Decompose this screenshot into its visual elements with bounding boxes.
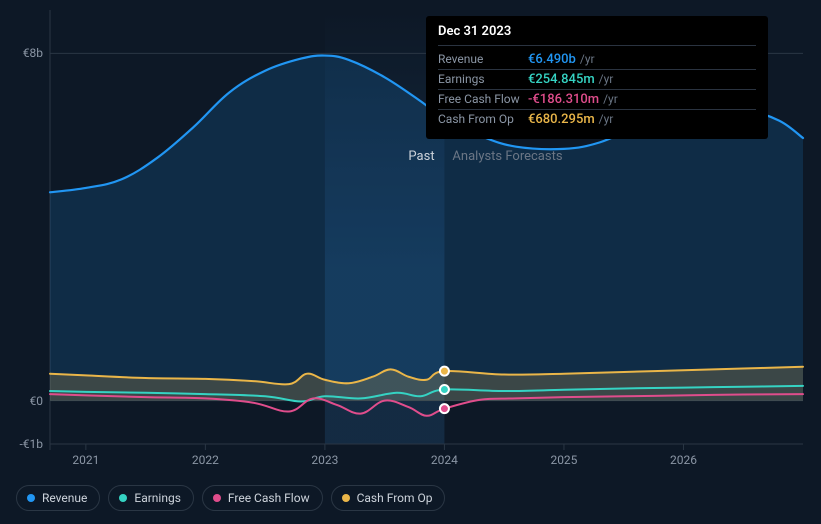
legend-dot-icon — [213, 494, 221, 502]
y-axis-tick: €0 — [30, 394, 44, 408]
free_cash_flow-marker — [440, 404, 449, 413]
tooltip-metric-label: Free Cash Flow — [438, 92, 528, 106]
tooltip-metric-label: Earnings — [438, 72, 528, 86]
chart-legend: Revenue Earnings Free Cash Flow Cash From O… — [16, 485, 445, 511]
tooltip-metric-label: Revenue — [438, 52, 528, 66]
legend-label: Revenue — [42, 491, 87, 505]
y-axis-tick: -€1b — [19, 437, 43, 451]
past-period-label: Past — [408, 149, 434, 164]
tooltip-metric-unit: /yr — [603, 92, 618, 106]
tooltip-metric-value: €254.845m — [528, 72, 595, 87]
tooltip-date: Dec 31 2023 — [438, 24, 756, 46]
legend-item-free_cash_flow[interactable]: Free Cash Flow — [202, 485, 323, 511]
tooltip-metric-unit: /yr — [599, 112, 614, 126]
legend-item-cash_from_op[interactable]: Cash From Op — [331, 485, 446, 511]
x-axis-tick: 2025 — [550, 453, 577, 467]
x-axis-tick: 2023 — [311, 453, 338, 467]
tooltip-row: Revenue€6.490b/yr — [438, 50, 756, 70]
forecast-period-label: Analysts Forecasts — [452, 149, 562, 164]
legend-item-earnings[interactable]: Earnings — [108, 485, 194, 511]
tooltip-row: Free Cash Flow-€186.310m/yr — [438, 90, 756, 110]
legend-dot-icon — [342, 494, 350, 502]
x-axis-tick: 2026 — [670, 453, 697, 467]
x-axis-tick: 2022 — [192, 453, 219, 467]
tooltip-metric-unit: /yr — [580, 52, 595, 66]
earnings-marker — [440, 385, 449, 394]
financial-chart: €8b€0-€1b 202120222023202420252026 Past … — [0, 0, 821, 524]
x-axis-tick: 2021 — [72, 453, 99, 467]
legend-dot-icon — [119, 494, 127, 502]
tooltip-metric-label: Cash From Op — [438, 112, 528, 126]
legend-dot-icon — [27, 494, 35, 502]
y-axis-tick: €8b — [23, 46, 43, 60]
cash_from_op-marker — [440, 367, 449, 376]
tooltip-row: Cash From Op€680.295m/yr — [438, 110, 756, 129]
x-axis-tick: 2024 — [431, 453, 458, 467]
legend-item-revenue[interactable]: Revenue — [16, 485, 100, 511]
legend-label: Free Cash Flow — [228, 491, 310, 505]
legend-label: Earnings — [134, 491, 181, 505]
tooltip-row: Earnings€254.845m/yr — [438, 70, 756, 90]
legend-label: Cash From Op — [357, 491, 433, 505]
tooltip-metric-value: €680.295m — [528, 112, 595, 127]
tooltip-metric-unit: /yr — [599, 72, 614, 86]
chart-tooltip: Dec 31 2023 Revenue€6.490b/yrEarnings€25… — [426, 16, 768, 139]
tooltip-metric-value: €6.490b — [528, 52, 576, 67]
tooltip-metric-value: -€186.310m — [528, 92, 599, 107]
